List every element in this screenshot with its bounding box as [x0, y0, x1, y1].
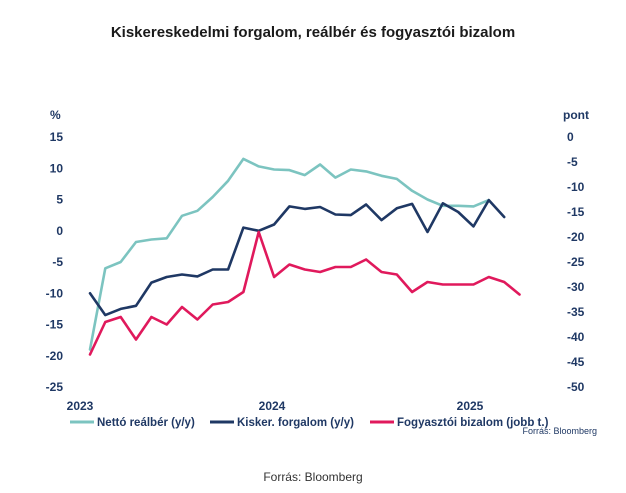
- left-axis-tick: -25: [46, 380, 64, 394]
- right-axis-tick: -5: [567, 155, 578, 169]
- right-axis-tick: -30: [567, 280, 585, 294]
- chart-source-label: Forrás: Bloomberg: [522, 426, 597, 436]
- left-axis-tick: 15: [50, 130, 64, 144]
- left-axis-tick: -5: [52, 255, 63, 269]
- right-axis-tick: -25: [567, 255, 585, 269]
- left-axis-tick: 5: [56, 193, 63, 207]
- series-line: [88, 230, 521, 356]
- right-axis-tick: -15: [567, 205, 585, 219]
- left-axis-tick: -10: [46, 286, 64, 300]
- right-axis-tick: -35: [567, 305, 585, 319]
- x-axis-tick: 2025: [457, 399, 484, 413]
- right-axis-tick: -10: [567, 180, 585, 194]
- right-axis-tick: -50: [567, 380, 585, 394]
- right-axis-tick: -45: [567, 355, 585, 369]
- source-footnote: Forrás: Bloomberg: [263, 470, 363, 484]
- chart-title: Kiskereskedelmi forgalom, reálbér és fog…: [110, 24, 516, 41]
- legend-label: Fogyasztói bizalom (jobb t.): [397, 417, 549, 429]
- legend-label: Nettó reálbér (y/y): [97, 417, 195, 429]
- right-axis-tick: -40: [567, 330, 585, 344]
- left-axis-tick: 0: [56, 224, 63, 238]
- series-line: [88, 157, 491, 351]
- series-line: [88, 198, 506, 317]
- right-axis-unit: pont: [563, 108, 589, 122]
- left-axis-tick: 10: [50, 161, 64, 175]
- left-axis-tick: -15: [46, 318, 64, 332]
- x-axis-tick: 2023: [67, 399, 94, 413]
- legend-label: Kisker. forgalom (y/y): [237, 417, 354, 429]
- x-axis-tick: 2024: [259, 399, 286, 413]
- left-axis-tick: -20: [46, 349, 64, 363]
- right-axis-tick: 0: [567, 130, 574, 144]
- right-axis-tick: -20: [567, 230, 585, 244]
- left-axis-unit: %: [50, 108, 61, 122]
